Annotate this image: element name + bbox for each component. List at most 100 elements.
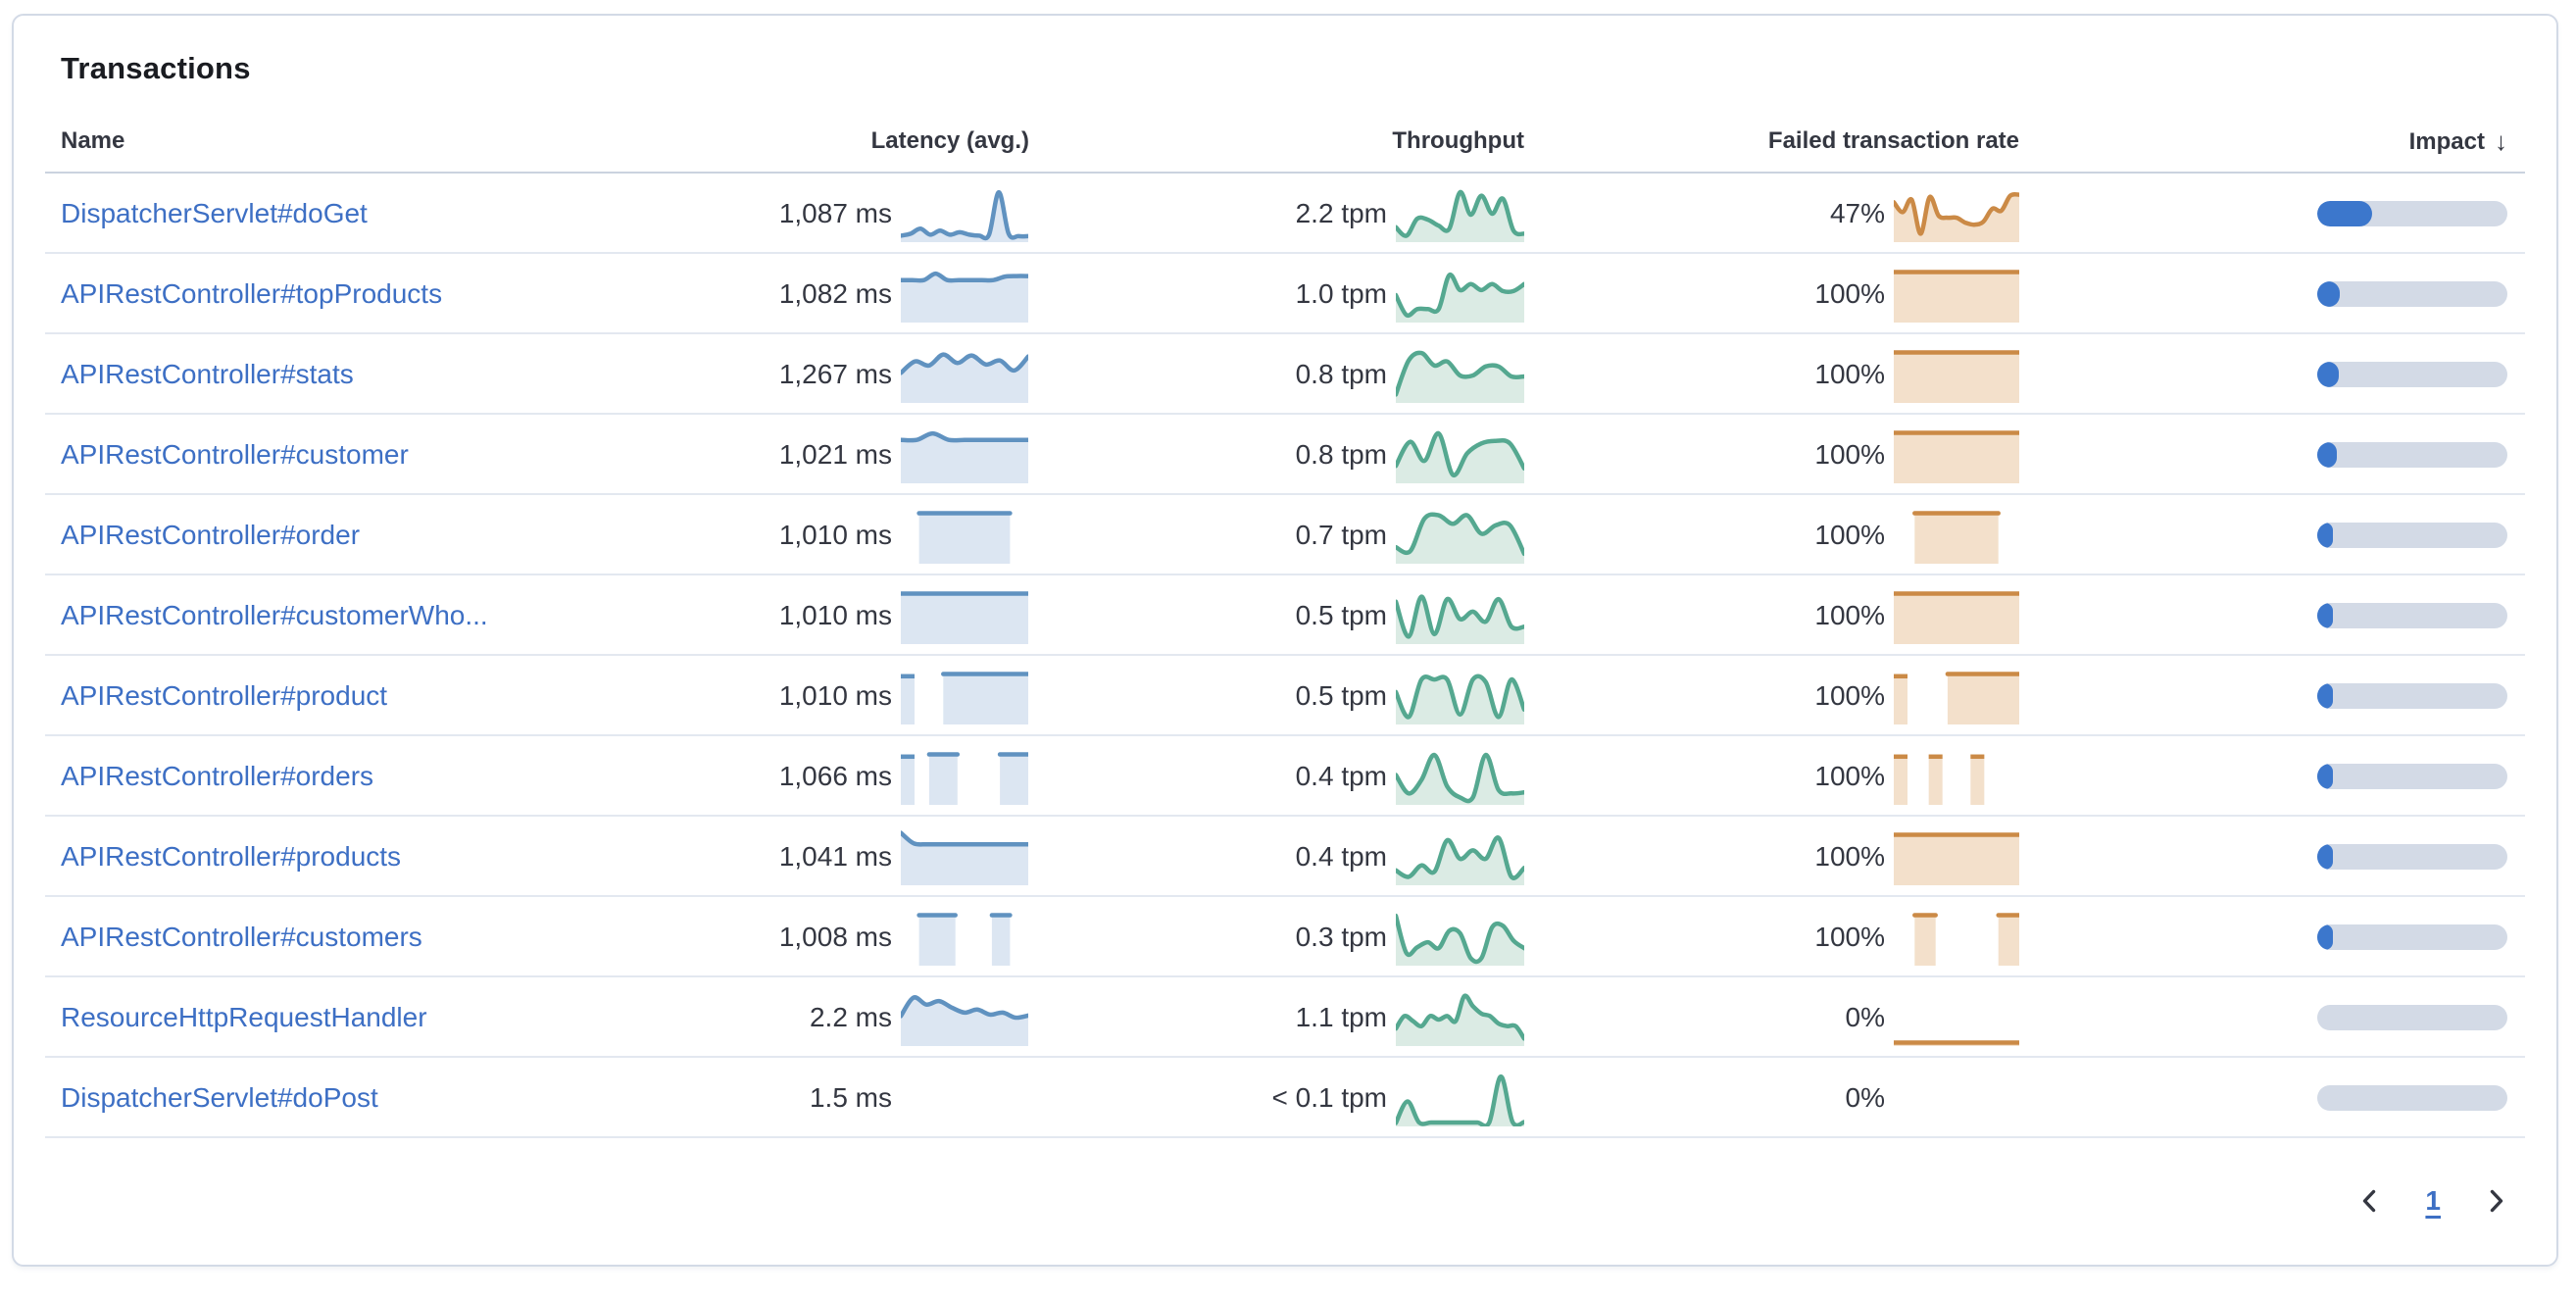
impact-cell (2019, 281, 2525, 307)
latency-value: 1,021 ms (778, 439, 892, 470)
throughput-value: 0.5 tpm (1295, 600, 1387, 630)
impact-cell (2019, 844, 2525, 870)
latency-sparkline (892, 334, 1029, 415)
table-row: APIRestController#orders 1,066 ms 0.4 tp… (45, 736, 2525, 817)
column-header-failed-rate[interactable]: Failed transaction rate (1767, 126, 2019, 154)
impact-cell (2019, 683, 2525, 709)
table-row: APIRestController#customerWho... 1,010 m… (45, 575, 2525, 656)
transaction-link[interactable]: APIRestController#customers (61, 922, 422, 952)
latency-value: 1,267 ms (778, 359, 892, 389)
throughput-sparkline (1387, 656, 1524, 736)
transaction-link[interactable]: ResourceHttpRequestHandler (61, 1002, 427, 1032)
latency-value: 1,087 ms (778, 198, 892, 228)
impact-cell (2019, 603, 2525, 628)
latency-sparkline (892, 897, 1029, 977)
table-row: APIRestController#products 1,041 ms 0.4 … (45, 817, 2525, 897)
transaction-link[interactable]: APIRestController#stats (61, 359, 354, 389)
pagination-page-1[interactable]: 1 (2425, 1185, 2441, 1216)
latency-value: 1,010 ms (778, 600, 892, 630)
throughput-sparkline (1387, 817, 1524, 897)
impact-cell (2019, 1085, 2525, 1111)
throughput-value: 1.1 tpm (1295, 1002, 1387, 1032)
latency-sparkline (892, 495, 1029, 575)
impact-bar-fill (2317, 362, 2340, 387)
throughput-value: 2.2 tpm (1295, 198, 1387, 228)
pagination-next-button[interactable] (2476, 1181, 2515, 1221)
throughput-value: 0.8 tpm (1295, 439, 1387, 470)
throughput-sparkline (1387, 174, 1524, 254)
failed-rate-value: 100% (1814, 520, 1885, 550)
throughput-value: 0.8 tpm (1295, 359, 1387, 389)
latency-sparkline (892, 174, 1029, 254)
table-row: APIRestController#product 1,010 ms 0.5 t… (45, 656, 2525, 736)
latency-value: 2.2 ms (809, 1002, 892, 1032)
failed-rate-sparkline (1885, 575, 2019, 656)
table-row: DispatcherServlet#doPost 1.5 ms < 0.1 tp… (45, 1058, 2525, 1138)
latency-sparkline (892, 415, 1029, 495)
latency-sparkline (892, 1058, 1029, 1138)
impact-bar (2317, 362, 2507, 387)
transaction-link[interactable]: APIRestController#customer (61, 439, 409, 470)
table-row: APIRestController#stats 1,267 ms 0.8 tpm… (45, 334, 2525, 415)
impact-bar-fill (2317, 764, 2333, 789)
impact-bar (2317, 924, 2507, 950)
failed-rate-value: 100% (1814, 439, 1885, 470)
impact-bar (2317, 764, 2507, 789)
impact-bar (2317, 603, 2507, 628)
throughput-sparkline (1387, 1058, 1524, 1138)
failed-rate-sparkline (1885, 977, 2019, 1058)
throughput-sparkline (1387, 897, 1524, 977)
impact-bar (2317, 683, 2507, 709)
column-header-throughput[interactable]: Throughput (1392, 126, 1524, 154)
table-row: APIRestController#topProducts 1,082 ms 1… (45, 254, 2525, 334)
column-header-impact[interactable]: Impact ↓ (2019, 125, 2525, 156)
transaction-link[interactable]: DispatcherServlet#doGet (61, 198, 368, 228)
transaction-name-cell: APIRestController#customer (45, 439, 760, 471)
table-row: APIRestController#order 1,010 ms 0.7 tpm… (45, 495, 2525, 575)
impact-bar (2317, 442, 2507, 468)
transaction-name-cell: APIRestController#stats (45, 359, 760, 390)
throughput-value: 0.4 tpm (1295, 841, 1387, 872)
failed-rate-value: 100% (1814, 278, 1885, 309)
throughput-value: 0.4 tpm (1295, 761, 1387, 791)
failed-rate-value: 100% (1814, 761, 1885, 791)
table-row: APIRestController#customer 1,021 ms 0.8 … (45, 415, 2525, 495)
transaction-link[interactable]: APIRestController#product (61, 680, 388, 711)
throughput-sparkline (1387, 977, 1524, 1058)
transaction-link[interactable]: APIRestController#customerWho... (61, 600, 488, 630)
column-header-name[interactable]: Name (61, 126, 125, 154)
transaction-name-cell: APIRestController#product (45, 680, 760, 712)
impact-bar-fill (2317, 683, 2333, 709)
impact-cell (2019, 201, 2525, 226)
failed-rate-sparkline (1885, 1058, 2019, 1138)
impact-bar-fill (2317, 281, 2341, 307)
impact-cell (2019, 523, 2525, 548)
impact-bar (2317, 844, 2507, 870)
impact-bar (2317, 523, 2507, 548)
pagination-prev-button[interactable] (2351, 1181, 2390, 1221)
transaction-name-cell: APIRestController#orders (45, 761, 760, 792)
impact-bar (2317, 1005, 2507, 1030)
transaction-link[interactable]: APIRestController#order (61, 520, 361, 550)
failed-rate-sparkline (1885, 254, 2019, 334)
impact-bar-fill (2317, 523, 2334, 548)
column-header-latency[interactable]: Latency (avg.) (870, 126, 1029, 154)
transaction-link[interactable]: APIRestController#products (61, 841, 402, 872)
failed-rate-value: 0% (1845, 1002, 1885, 1032)
latency-value: 1,010 ms (778, 680, 892, 711)
chevron-left-icon (2363, 1189, 2376, 1213)
transaction-name-cell: DispatcherServlet#doPost (45, 1082, 760, 1114)
table-row: DispatcherServlet#doGet 1,087 ms 2.2 tpm… (45, 174, 2525, 254)
transaction-link[interactable]: APIRestController#orders (61, 761, 374, 791)
impact-bar-fill (2317, 924, 2333, 950)
table-body: DispatcherServlet#doGet 1,087 ms 2.2 tpm… (45, 174, 2525, 1138)
transaction-link[interactable]: DispatcherServlet#doPost (61, 1082, 378, 1113)
transaction-name-cell: APIRestController#customerWho... (45, 600, 760, 631)
throughput-value: < 0.1 tpm (1271, 1082, 1387, 1113)
panel-title: Transactions (61, 51, 251, 85)
failed-rate-value: 47% (1829, 198, 1885, 228)
latency-sparkline (892, 575, 1029, 656)
failed-rate-sparkline (1885, 174, 2019, 254)
transaction-link[interactable]: APIRestController#topProducts (61, 278, 443, 309)
failed-rate-sparkline (1885, 817, 2019, 897)
